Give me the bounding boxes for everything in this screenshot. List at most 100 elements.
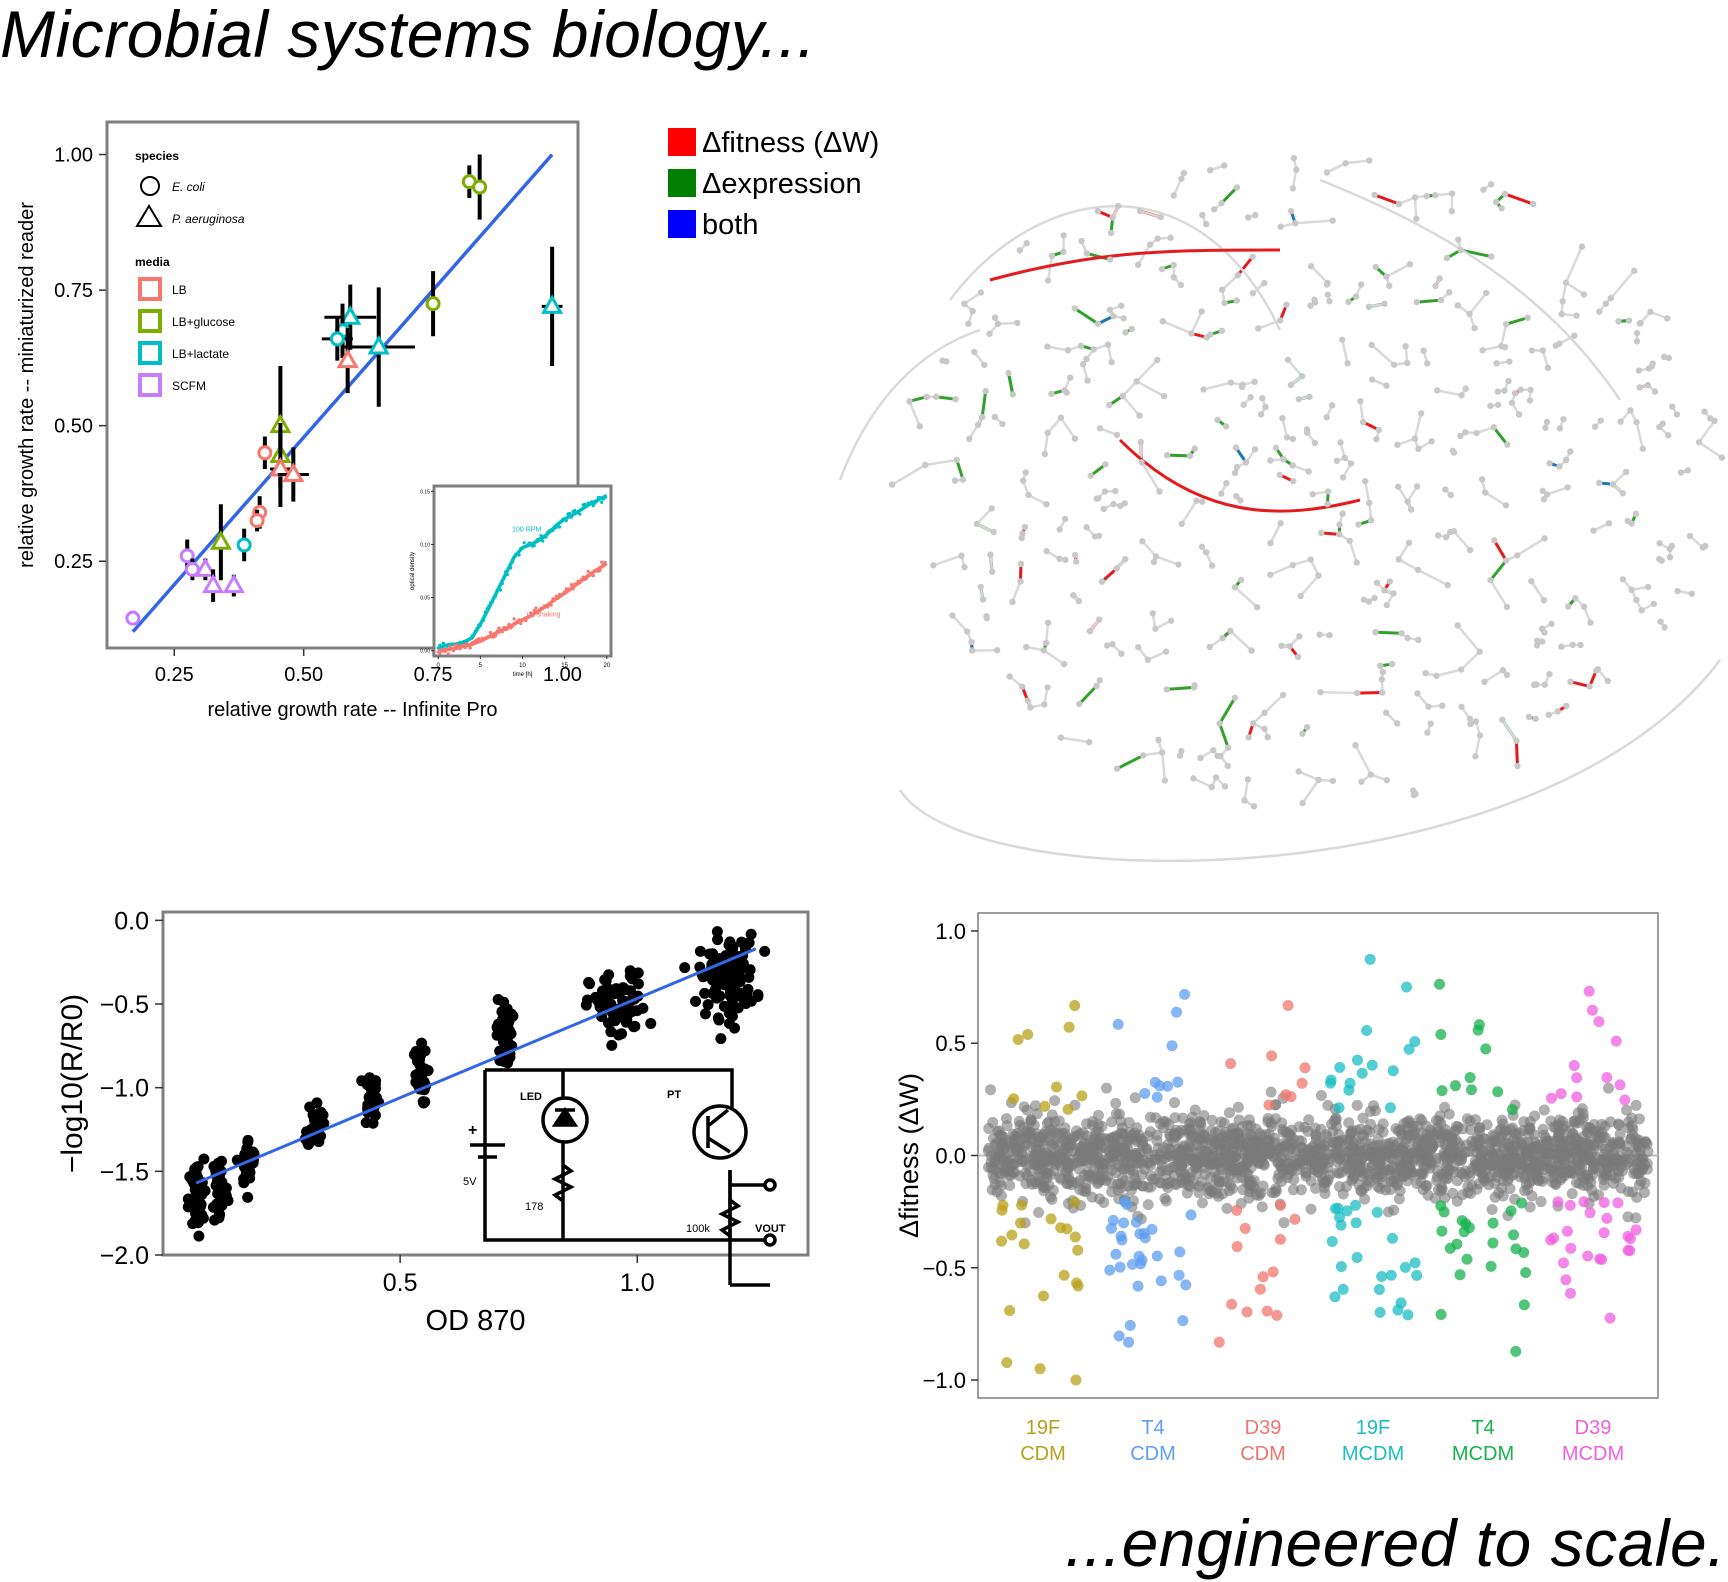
network-node bbox=[1462, 385, 1469, 392]
inset-series-point bbox=[598, 568, 602, 572]
network-node bbox=[982, 387, 989, 395]
network-node bbox=[1457, 432, 1464, 440]
network-node bbox=[1018, 683, 1026, 690]
data-point bbox=[1371, 1206, 1383, 1218]
network-node bbox=[1702, 542, 1709, 550]
data-point bbox=[1406, 1144, 1418, 1156]
data-point bbox=[617, 982, 629, 994]
network-node bbox=[1191, 682, 1198, 689]
network-node bbox=[1353, 559, 1360, 566]
network-node bbox=[1602, 300, 1610, 307]
data-point bbox=[601, 999, 613, 1011]
data-point bbox=[716, 967, 728, 979]
network-node bbox=[1448, 208, 1455, 215]
network-node bbox=[1594, 665, 1601, 673]
network-edge bbox=[1363, 480, 1371, 504]
network-edge bbox=[1310, 265, 1329, 284]
inset-series-point bbox=[569, 515, 573, 519]
data-point bbox=[1593, 1016, 1605, 1028]
data-point bbox=[1583, 985, 1595, 997]
data-point bbox=[1014, 1119, 1026, 1131]
network-node bbox=[977, 583, 984, 591]
data-point bbox=[1063, 1021, 1075, 1033]
inset-series-point bbox=[578, 512, 582, 516]
network-arc bbox=[898, 659, 1721, 863]
data-point bbox=[705, 971, 717, 983]
data-point bbox=[1395, 1124, 1407, 1136]
network-node bbox=[1644, 381, 1652, 389]
phototransistor-leads bbox=[706, 1108, 731, 1154]
inset-series-point bbox=[468, 646, 472, 650]
inset-series-point bbox=[510, 624, 514, 628]
data-point bbox=[1622, 1186, 1634, 1198]
network-node bbox=[1503, 671, 1511, 679]
data-point bbox=[1536, 1175, 1548, 1187]
data-point bbox=[1172, 1076, 1184, 1088]
network-node bbox=[1247, 393, 1254, 401]
inset-series-point bbox=[539, 534, 543, 538]
data-point bbox=[1368, 1100, 1380, 1112]
network-node bbox=[1329, 217, 1336, 224]
legend-media-swatch bbox=[138, 373, 162, 397]
network-node bbox=[1110, 500, 1117, 508]
network-node bbox=[1019, 477, 1027, 484]
network-edge bbox=[1139, 209, 1162, 219]
circuit-terminal bbox=[763, 1178, 777, 1192]
network-edge bbox=[1436, 668, 1462, 678]
data-point bbox=[1630, 1224, 1642, 1236]
network-node bbox=[1366, 499, 1373, 507]
network-node bbox=[1342, 160, 1349, 167]
network-node bbox=[1605, 520, 1613, 527]
network-node bbox=[1604, 677, 1612, 685]
network-edge bbox=[1326, 162, 1347, 174]
data-point bbox=[213, 1208, 225, 1220]
data-point bbox=[1060, 1166, 1072, 1178]
legend-media-label: LB bbox=[172, 283, 187, 297]
data-point bbox=[1021, 1170, 1033, 1182]
data-point bbox=[1387, 1065, 1399, 1077]
network-node bbox=[1277, 223, 1284, 230]
network-node bbox=[1336, 531, 1343, 538]
data-point bbox=[1422, 1147, 1434, 1159]
network-node bbox=[1221, 162, 1228, 169]
network-edge bbox=[1269, 522, 1282, 544]
data-point bbox=[1239, 1222, 1251, 1234]
data-point bbox=[1106, 1186, 1118, 1198]
network-edge bbox=[1135, 359, 1159, 383]
network-node bbox=[1306, 393, 1313, 400]
network-node bbox=[1060, 660, 1068, 668]
inset-series-point bbox=[559, 520, 563, 524]
data-point bbox=[1265, 1148, 1277, 1160]
data-point bbox=[212, 1188, 224, 1200]
network-edge bbox=[1220, 186, 1238, 205]
inset-series-point bbox=[571, 587, 575, 591]
data-point bbox=[1435, 1029, 1447, 1041]
data-point bbox=[1552, 1165, 1564, 1177]
network-node bbox=[965, 320, 972, 327]
network-edge bbox=[1137, 243, 1152, 266]
y-tick-label: 0.75 bbox=[54, 280, 93, 302]
network-node bbox=[1499, 667, 1507, 674]
data-point bbox=[1435, 1128, 1447, 1140]
data-point bbox=[1048, 1165, 1060, 1177]
y-tick-label: 0.5 bbox=[935, 1031, 966, 1056]
data-point bbox=[1520, 1267, 1532, 1279]
network-node bbox=[1637, 319, 1644, 327]
network-node bbox=[1554, 708, 1562, 715]
data-point bbox=[1350, 1217, 1362, 1229]
network-node bbox=[1383, 777, 1391, 784]
network-node bbox=[1657, 618, 1664, 625]
data-point bbox=[1564, 1199, 1576, 1211]
network-node bbox=[1309, 491, 1316, 498]
group-label: MCDM bbox=[1562, 1443, 1624, 1465]
data-point bbox=[1150, 1173, 1162, 1185]
network-node bbox=[952, 396, 959, 403]
network-node bbox=[1572, 594, 1579, 602]
network-node bbox=[1615, 318, 1622, 325]
network-edge bbox=[1492, 426, 1509, 446]
data-point bbox=[1220, 1131, 1232, 1143]
network-node bbox=[1108, 358, 1115, 366]
network-node bbox=[1344, 360, 1351, 367]
network-legend-swatch bbox=[668, 128, 696, 156]
network-edge bbox=[1570, 680, 1591, 688]
